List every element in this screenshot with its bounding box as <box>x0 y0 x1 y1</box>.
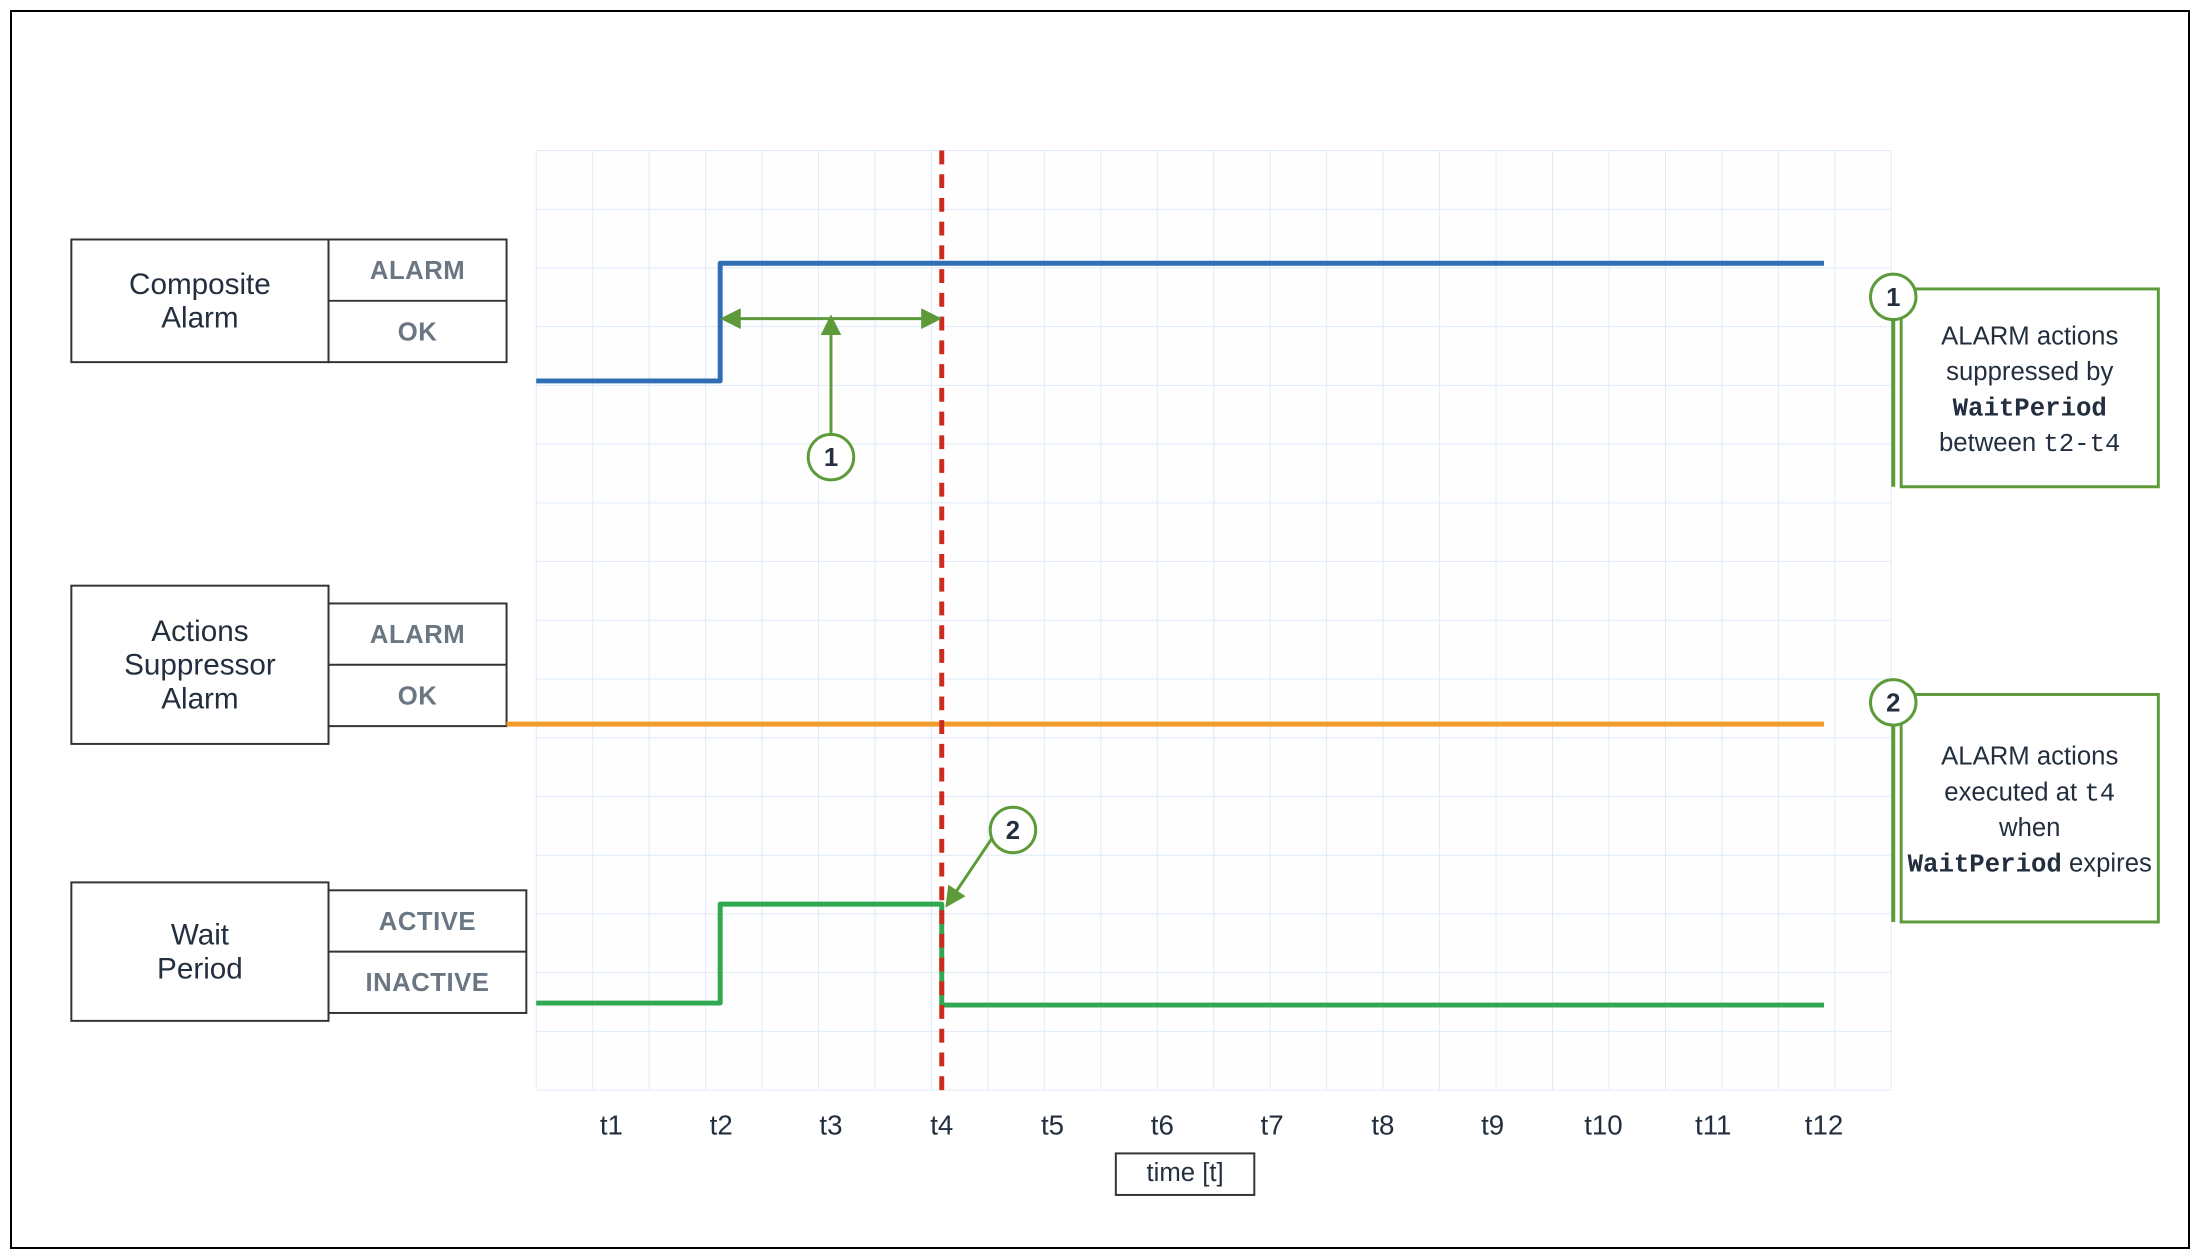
svg-text:1: 1 <box>824 444 838 472</box>
svg-text:WaitPeriod expires: WaitPeriod expires <box>1908 850 2152 880</box>
row-name: Wait <box>171 919 230 952</box>
timing-diagram: CompositeAlarmALARMOKActionsSuppressorAl… <box>12 12 2188 1242</box>
state-label: ACTIVE <box>379 908 476 936</box>
svg-text:2: 2 <box>1886 689 1900 717</box>
state-label: OK <box>398 318 438 346</box>
svg-text:1: 1 <box>1886 284 1900 312</box>
time-tick: t3 <box>819 1110 842 1141</box>
time-tick: t10 <box>1584 1110 1623 1141</box>
time-tick: t4 <box>930 1110 953 1141</box>
svg-text:2: 2 <box>1006 817 1020 845</box>
time-tick: t11 <box>1695 1110 1731 1141</box>
svg-text:ALARM actions: ALARM actions <box>1941 322 2118 350</box>
row-name: Suppressor <box>124 649 276 682</box>
state-label: ALARM <box>370 621 465 649</box>
time-tick: t5 <box>1041 1110 1064 1141</box>
svg-text:WaitPeriod: WaitPeriod <box>1953 395 2107 424</box>
time-tick: t1 <box>600 1110 623 1141</box>
time-tick: t2 <box>710 1110 733 1141</box>
time-title: time [t] <box>1146 1159 1223 1187</box>
callout-1: 1 ALARM actions suppressed by WaitPeriod bet… <box>1870 274 2158 487</box>
diagram-frame: CompositeAlarmALARMOKActionsSuppressorAl… <box>10 10 2190 1249</box>
state-label: ALARM <box>370 257 465 285</box>
callout-2: 2 ALARM actions executed at t4 when WaitPeri… <box>1870 680 2158 922</box>
row-name: Alarm <box>161 302 238 335</box>
state-label: OK <box>398 682 438 710</box>
svg-text:between t2-t4: between t2-t4 <box>1939 429 2120 459</box>
row-name: Composite <box>129 268 271 301</box>
svg-text:suppressed by: suppressed by <box>1946 358 2113 386</box>
svg-text:when: when <box>1998 814 2060 842</box>
state-label: INACTIVE <box>365 969 489 997</box>
row-name: Alarm <box>161 682 238 715</box>
time-tick: t12 <box>1805 1110 1843 1141</box>
row-name: Period <box>157 952 243 985</box>
svg-text:ALARM actions: ALARM actions <box>1941 743 2118 771</box>
time-tick: t9 <box>1481 1110 1504 1141</box>
time-tick: t8 <box>1371 1110 1394 1141</box>
svg-text:executed at t4: executed at t4 <box>1944 778 2115 808</box>
time-tick: t6 <box>1151 1110 1174 1141</box>
grid <box>536 150 1891 1090</box>
time-tick: t7 <box>1261 1110 1284 1141</box>
row-name: Actions <box>151 615 248 648</box>
